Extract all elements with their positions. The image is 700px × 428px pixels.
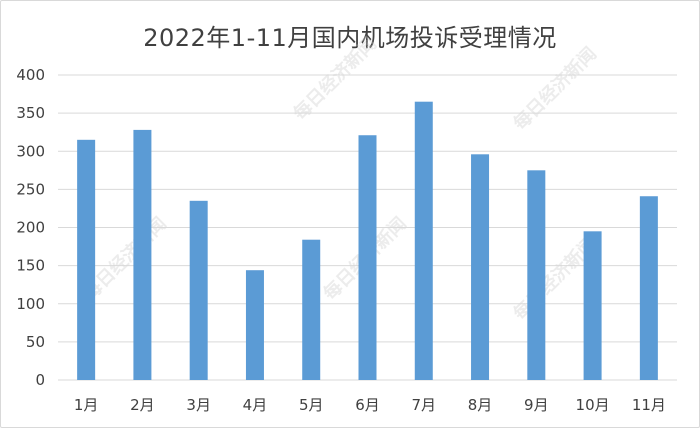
watermark-text: 每日经济新闻 <box>509 43 601 135</box>
x-tick-label: 11月 <box>632 396 666 414</box>
y-tick-label: 0 <box>35 371 45 389</box>
y-tick-label: 350 <box>16 104 45 122</box>
bar <box>77 139 96 380</box>
x-tick-label: 1月 <box>74 396 99 414</box>
bar <box>471 154 490 380</box>
y-tick-label: 250 <box>16 180 45 198</box>
bars <box>77 101 658 380</box>
bar <box>133 129 152 380</box>
y-tick-label: 50 <box>26 333 45 351</box>
y-tick-label: 400 <box>16 66 45 84</box>
x-tick-label: 5月 <box>299 396 324 414</box>
y-tick-label: 100 <box>16 295 45 313</box>
bar <box>414 101 433 380</box>
bar <box>358 135 377 380</box>
x-tick-label: 8月 <box>468 396 493 414</box>
x-axis-ticks: 1月 2月 3月 4月 5月 6月 7月 8月 9月 10月 11月 <box>74 396 666 414</box>
bar <box>302 239 321 380</box>
x-tick-label: 3月 <box>186 396 211 414</box>
bar <box>583 231 602 380</box>
y-tick-label: 300 <box>16 142 45 160</box>
chart-title: 2022年1-11月国内机场投诉受理情况 <box>143 24 557 52</box>
x-tick-label: 10月 <box>576 396 610 414</box>
watermark-text: 每日经济新闻 <box>289 33 381 125</box>
bar <box>245 270 264 380</box>
y-axis-ticks: 0 50 100 150 200 250 300 350 400 <box>16 66 45 389</box>
watermark-layer: 每日经济新闻每日经济新闻每日经济新闻每日经济新闻每日经济新闻 <box>79 33 601 325</box>
x-tick-label: 7月 <box>411 396 436 414</box>
y-tick-label: 200 <box>16 219 45 237</box>
x-tick-label: 9月 <box>524 396 549 414</box>
y-tick-label: 150 <box>16 257 45 275</box>
x-tick-label: 2月 <box>130 396 155 414</box>
x-tick-label: 4月 <box>243 396 268 414</box>
bar <box>527 170 546 380</box>
bar <box>639 196 658 380</box>
x-tick-label: 6月 <box>355 396 380 414</box>
bar <box>189 200 208 380</box>
